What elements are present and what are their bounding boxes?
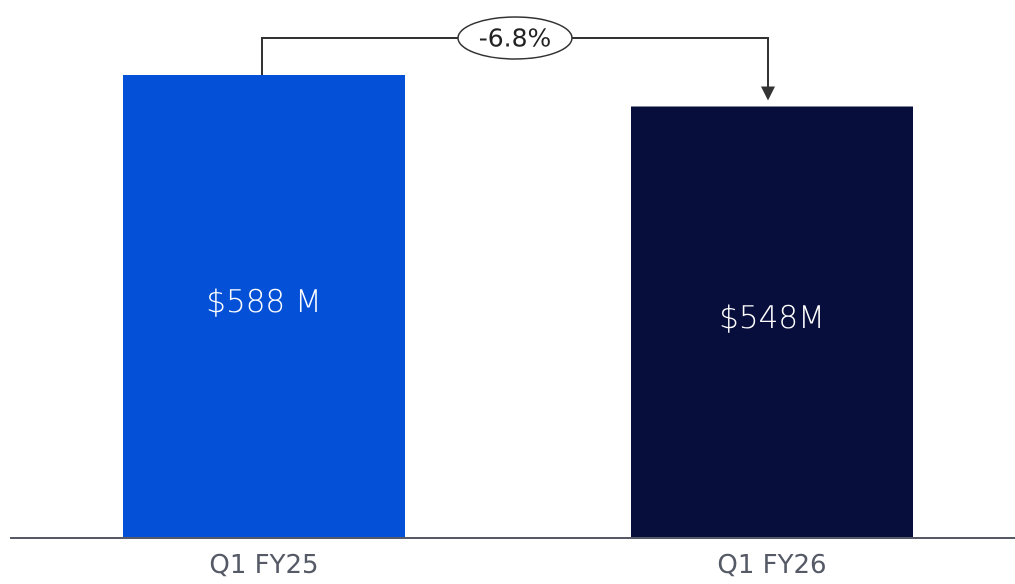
bar-q1-fy25	[123, 75, 405, 538]
x-tick-label: Q1 FY26	[717, 550, 826, 580]
bar-value-label: $548M	[719, 300, 825, 336]
bar-labels-group: $588 M $548M	[206, 284, 825, 336]
change-annotation: -6.8%	[261, 16, 775, 101]
change-arrowhead	[761, 86, 775, 101]
bar-q1-fy26	[631, 106, 913, 539]
x-tick-labels-group: Q1 FY25 Q1 FY26	[209, 550, 826, 580]
change-badge	[457, 16, 573, 60]
bar-value-label: $588 M	[206, 284, 322, 320]
x-tick-label: Q1 FY25	[209, 550, 318, 580]
change-label: -6.8%	[479, 24, 552, 53]
bars-group	[123, 75, 913, 539]
